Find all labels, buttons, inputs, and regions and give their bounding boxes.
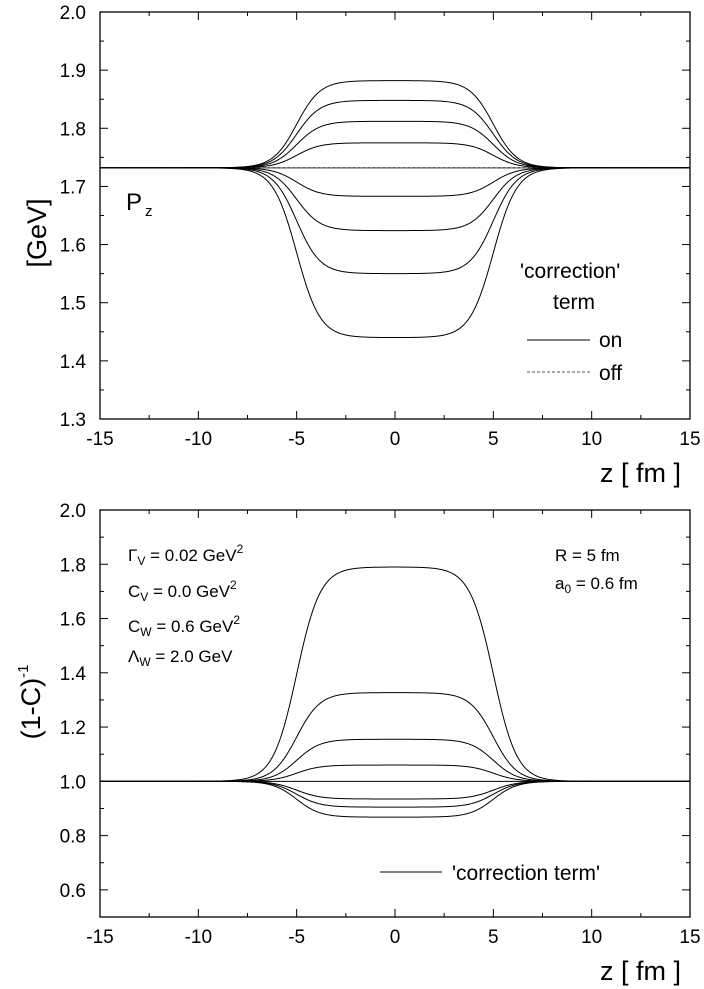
top-series-curve [100, 167, 690, 197]
bottom-y-tick-label: 1.6 [60, 610, 86, 631]
top-y-tick-label: 1.8 [60, 119, 86, 140]
param-c-w: CW = 0.6 GeV2 [128, 613, 240, 639]
top-x-tick-label: 5 [488, 429, 499, 450]
bottom-parameter-block: ΓV = 0.02 GeV2 CV = 0.0 GeV2 CW = 0.6 Ge… [128, 542, 638, 669]
bottom-series-curve [100, 692, 690, 782]
bottom-y-tick-label: 2.0 [60, 501, 86, 522]
top-series-group [100, 80, 690, 339]
bottom-y-tick-label: 0.8 [60, 827, 86, 848]
top-y-tick-label: 1.5 [60, 294, 86, 315]
bottom-y-axis-title-sup: -1 [15, 665, 32, 678]
bottom-x-axis-title: z [ fm ] [600, 956, 681, 986]
bottom-series-curve [100, 780, 690, 808]
top-legend-off-label: off [599, 362, 622, 385]
bottom-x-tick-label: -15 [86, 927, 113, 948]
top-series-curve [100, 167, 690, 339]
bottom-series-group [100, 566, 690, 818]
bottom-x-tick-label: -5 [288, 927, 305, 948]
top-series-curve [100, 80, 690, 169]
top-legend: 'correction' term on off [520, 260, 622, 385]
bottom-x-tick-label: -10 [185, 927, 212, 948]
bottom-x-tick-label: 15 [679, 927, 700, 948]
top-x-tick-label: -10 [185, 429, 212, 450]
bottom-series-curve [100, 738, 690, 782]
top-series-curve [100, 99, 690, 169]
top-y-tick-label: 1.6 [60, 236, 86, 257]
param-lambda-w: ΛW = 2.0 GeV [128, 647, 233, 669]
bottom-y-tick-label: 1.0 [60, 772, 86, 793]
top-x-tick-label: -15 [86, 429, 113, 450]
top-tick-group: -15 -10 -5 0 5 10 15 1.3 1.4 1.5 1.6 1.7 1.8 1.9 2.0 [60, 3, 701, 450]
top-chart: -15 -10 -5 0 5 10 15 1.3 1.4 1.5 1.6 1.7 1.8 1.9 2.0 [… [22, 3, 701, 488]
bottom-legend: 'correction term' [380, 862, 600, 885]
top-y-axis-title: [GeV] [22, 198, 52, 267]
bottom-legend-label: 'correction term' [452, 862, 600, 885]
top-legend-title-line1: 'correction' [520, 260, 620, 283]
top-y-tick-label: 1.4 [60, 352, 87, 373]
bottom-x-tick-label: 5 [488, 927, 499, 948]
bottom-plot-frame [99, 509, 691, 918]
top-legend-title-line2: term [553, 291, 595, 314]
top-x-tick-label: 10 [581, 429, 602, 450]
top-x-tick-label: 0 [390, 429, 401, 450]
top-series-curve [100, 167, 690, 232]
top-x-tick-label: -5 [288, 429, 305, 450]
top-x-axis-title: z [ fm ] [600, 458, 681, 488]
param-gamma-v: ΓV = 0.02 GeV2 [128, 542, 244, 568]
param-a0: a0 = 0.6 fm [555, 574, 638, 596]
top-series-curve [100, 120, 690, 169]
bottom-series-curve [100, 780, 690, 800]
top-y-tick-label: 1.3 [60, 410, 86, 431]
bottom-series-curve [100, 780, 690, 818]
top-x-tick-label: 15 [679, 429, 700, 450]
bottom-y-tick-label: 1.2 [60, 718, 86, 739]
top-y-tick-label: 1.7 [60, 177, 86, 198]
top-legend-on-label: on [599, 329, 622, 352]
bottom-y-tick-label: 1.4 [60, 664, 87, 685]
bottom-x-tick-label: 0 [390, 927, 401, 948]
bottom-y-tick-label: 1.8 [60, 555, 86, 576]
bottom-tick-group: -15 -10 -5 0 5 10 15 0.6 0.8 1.0 1.2 1.4 1.6 1.8 2.0 [60, 501, 701, 948]
bottom-chart: -15 -10 -5 0 5 10 15 0.6 0.8 1.0 1.2 1.4 1.6 1.8 2.0 (… [15, 501, 701, 986]
top-panel-label-main: P [126, 189, 142, 216]
bottom-series-curve [100, 764, 690, 782]
bottom-y-axis-title-main: (1-C) [16, 678, 46, 740]
top-y-tick-label: 1.9 [60, 61, 86, 82]
bottom-y-tick-label: 0.6 [60, 881, 86, 902]
param-r: R = 5 fm [555, 546, 620, 565]
top-series-curve [100, 142, 690, 169]
top-y-tick-label: 2.0 [60, 3, 86, 24]
bottom-y-axis-title: (1-C)-1 [15, 665, 46, 740]
top-series-curve [100, 167, 690, 275]
top-plot-frame [99, 11, 691, 420]
param-c-v: CV = 0.0 GeV2 [128, 578, 237, 604]
top-panel-label-sub: z [145, 203, 153, 220]
bottom-x-tick-label: 10 [581, 927, 602, 948]
